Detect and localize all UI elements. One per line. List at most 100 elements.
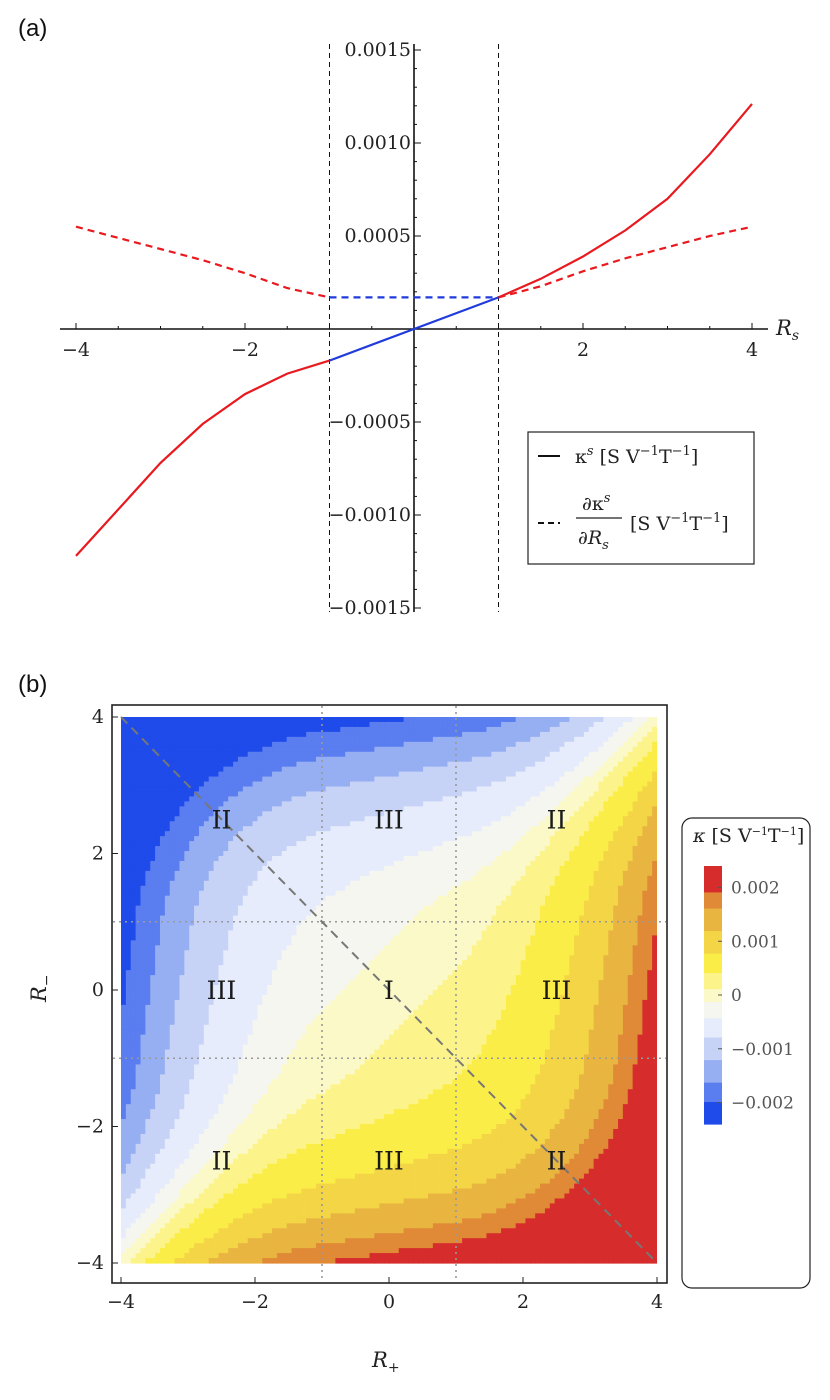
heatmap-cell <box>281 910 288 917</box>
heatmap-cell <box>135 1049 142 1056</box>
heatmap-cell <box>184 1143 190 1150</box>
heatmap-cell <box>169 1104 176 1110</box>
heatmap-cell <box>257 1099 263 1105</box>
heatmap-cell <box>194 761 200 768</box>
heatmap-cell <box>145 1223 151 1229</box>
heatmap-cell <box>213 796 220 802</box>
heatmap-cell <box>291 741 298 748</box>
heatmap-cell <box>237 855 244 862</box>
heatmap-cell <box>242 1168 249 1175</box>
heatmap-cell <box>286 1133 293 1140</box>
heatmap-cell <box>315 1009 322 1016</box>
heatmap-cell <box>301 955 307 961</box>
heatmap-cell <box>281 1128 288 1135</box>
heatmap-cell <box>121 1248 127 1254</box>
heatmap-cell <box>223 910 229 917</box>
heatmap-cell <box>150 1223 156 1229</box>
heatmap-cell <box>130 846 137 852</box>
heatmap-cell <box>242 1248 249 1254</box>
heatmap-cell <box>257 761 263 768</box>
heatmap-cell <box>237 816 244 822</box>
heatmap-cell <box>164 821 171 827</box>
heatmap-cell <box>262 910 268 917</box>
heatmap-cell <box>276 1253 283 1259</box>
heatmap-cell <box>306 965 312 971</box>
heatmap-cell <box>223 776 229 783</box>
heatmap-cell <box>121 945 127 951</box>
heatmap-cell <box>257 1019 263 1026</box>
heatmap-cell <box>125 761 132 768</box>
heatmap-cell <box>335 846 341 852</box>
heatmap-cell <box>121 970 127 976</box>
heatmap-cell <box>262 1133 268 1140</box>
heatmap-cell <box>198 821 205 827</box>
kappa-curve <box>329 296 499 362</box>
heatmap-cell <box>325 1158 332 1165</box>
heatmap-cell <box>184 990 190 996</box>
heatmap-cell <box>218 771 224 778</box>
heatmap-cell <box>159 1109 166 1115</box>
heatmap-cell <box>203 965 210 971</box>
heatmap-cell <box>301 846 307 852</box>
heatmap-cell <box>330 860 336 867</box>
heatmap-cell <box>320 846 327 852</box>
heatmap-cell <box>130 890 137 897</box>
heatmap-cell <box>174 746 181 753</box>
heatmap-cell <box>150 965 156 971</box>
heatmap-cell <box>272 1153 278 1160</box>
heatmap-cell <box>121 1014 127 1021</box>
heatmap-cell <box>301 1153 307 1160</box>
heatmap-cell <box>330 721 336 728</box>
heatmap-cell <box>272 970 278 976</box>
heatmap-cell <box>218 731 224 738</box>
heatmap-cell <box>262 1243 268 1249</box>
heatmap-cell <box>218 940 224 946</box>
heatmap-cell <box>247 1193 254 1200</box>
heatmap-cell <box>150 1248 156 1254</box>
heatmap-cell <box>233 1124 239 1130</box>
heatmap-cell <box>247 1024 254 1031</box>
heatmap-cell <box>155 796 161 802</box>
heatmap-cell <box>198 960 205 966</box>
heatmap-cell <box>189 1233 195 1239</box>
heatmap-cell <box>198 756 205 763</box>
heatmap-cell <box>223 806 229 812</box>
heatmap-cell <box>164 781 171 788</box>
heatmap-cell <box>184 1124 190 1130</box>
heatmap-cell <box>262 960 268 966</box>
heatmap-cell <box>169 1198 176 1205</box>
heatmap-cell <box>203 1183 210 1190</box>
heatmap-cell <box>169 1248 176 1254</box>
heatmap-cell <box>223 1188 229 1195</box>
heatmap-cell <box>272 994 278 1001</box>
heatmap-cell <box>306 721 312 728</box>
heatmap-cell <box>296 841 302 847</box>
heatmap-cell <box>301 980 307 986</box>
heatmap-cell <box>320 860 327 867</box>
heatmap-cell <box>130 1084 137 1090</box>
heatmap-cell <box>306 771 312 778</box>
heatmap-cell <box>291 1163 298 1170</box>
heatmap-cell <box>155 890 161 897</box>
heatmap-cell <box>242 1014 249 1021</box>
heatmap-cell <box>267 1099 273 1105</box>
heatmap-cell <box>233 821 239 827</box>
heatmap-cell <box>208 1183 215 1190</box>
heatmap-cell <box>198 910 205 917</box>
heatmap-cell <box>164 905 171 912</box>
heatmap-cell <box>311 781 317 788</box>
heatmap-cell <box>194 1124 200 1130</box>
heatmap-cell <box>164 746 171 753</box>
heatmap-cell <box>247 1084 254 1090</box>
heatmap-cell <box>247 766 254 773</box>
heatmap-cell <box>169 915 176 922</box>
heatmap-cell <box>164 999 171 1006</box>
heatmap-cell <box>145 1133 151 1140</box>
heatmap-cell <box>184 1203 190 1209</box>
heatmap-cell <box>262 851 268 857</box>
heatmap-cell <box>121 935 127 941</box>
heatmap-cell <box>218 1253 224 1259</box>
heatmap-cell <box>203 975 210 981</box>
heatmap-cell <box>145 1198 151 1205</box>
heatmap-cell <box>320 1228 327 1234</box>
